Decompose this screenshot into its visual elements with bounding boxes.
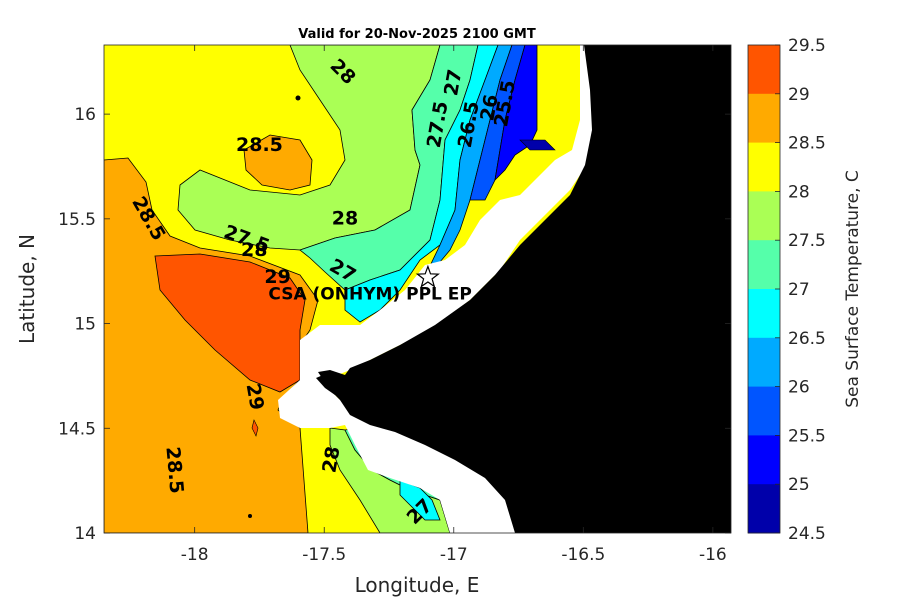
map-plot [104,45,731,533]
colorbar-tick-label: 26 [788,378,810,398]
colorbar-swatch [748,289,780,339]
contour-label: 29 [264,266,290,288]
x-tick-label: -17 [440,545,468,565]
contour-label: 28 [332,207,358,229]
contour-label: 28.5 [161,446,187,495]
y-tick-label: 16 [74,105,96,125]
sst-band-28.5-29-north [243,134,313,191]
y-axis-ticks: 16 15.5 15 14.5 14 [58,105,731,544]
colorbar-tick-label: 25 [788,475,810,495]
site-layer: CSA (ONHYM) PPL EP [268,264,472,304]
colorbar-swatch [748,386,780,436]
colorbar-tick-label: 29.5 [788,36,826,56]
y-tick-label: 15.5 [58,210,96,230]
colorbar-tick-label: 26.5 [788,329,826,349]
y-tick-label: 14.5 [58,419,96,439]
x-tick-label: -18 [181,545,209,565]
colorbar-label: Sea Surface Temperature, C [843,170,863,408]
x-tick-label: -16 [699,545,727,565]
sst-band-24.5-25 [519,139,556,151]
colorbar: 29.5 29 28.5 28 27.5 27 26.5 26 25.5 25 24.5 [747,36,826,544]
colorbar-tick-label: 25.5 [788,426,826,446]
colorbar-tick-label: 28.5 [788,134,826,154]
x-tick-label: -17.5 [302,545,346,565]
colorbar-swatch [748,435,780,485]
contour-label: 26 [476,93,502,123]
land-mass [318,45,731,533]
site-label: CSA (ONHYM) PPL EP [268,284,471,304]
colorbar-swatch [748,484,780,534]
contour-label: 28.5 [236,134,283,156]
contour-label: 28 [318,445,344,475]
colorbar-tick-label: 24.5 [788,524,826,544]
colorbar-swatch [748,142,780,192]
colorbar-swatch [748,240,780,290]
dot-marker [295,95,301,101]
sst-band-26.5-27-south [399,479,441,521]
y-tick-label: 15 [74,315,96,335]
y-tick-label: 14 [74,524,96,544]
map-title: Valid for 20-Nov-2025 2100 GMT [298,27,536,42]
colorbar-tick-label: 28 [788,182,810,202]
x-tick-label: -16.5 [561,545,605,565]
colorbar-swatch [748,45,780,95]
colorbar-tick-label: 27 [788,280,810,300]
dot-marker-2 [248,514,252,518]
colorbar-swatch [748,93,780,144]
x-axis-ticks: -18 -17.5 -17 -16.5 -16 [181,45,727,565]
colorbar-swatch [748,337,780,388]
contour-label: 27 [440,68,466,98]
colorbar-tick-label: 27.5 [788,231,826,251]
colorbar-tick-label: 29 [788,85,810,105]
colorbar-swatch [748,191,780,241]
star-icon [415,264,440,288]
contour-label: 29 [242,382,268,412]
islet [316,372,348,395]
contour-label: 28 [241,239,267,261]
y-axis-label: Latitude, N [15,234,39,344]
map-frame [103,44,732,534]
x-axis-label: Longitude, E [355,573,480,597]
sst-blob-small [251,419,259,437]
